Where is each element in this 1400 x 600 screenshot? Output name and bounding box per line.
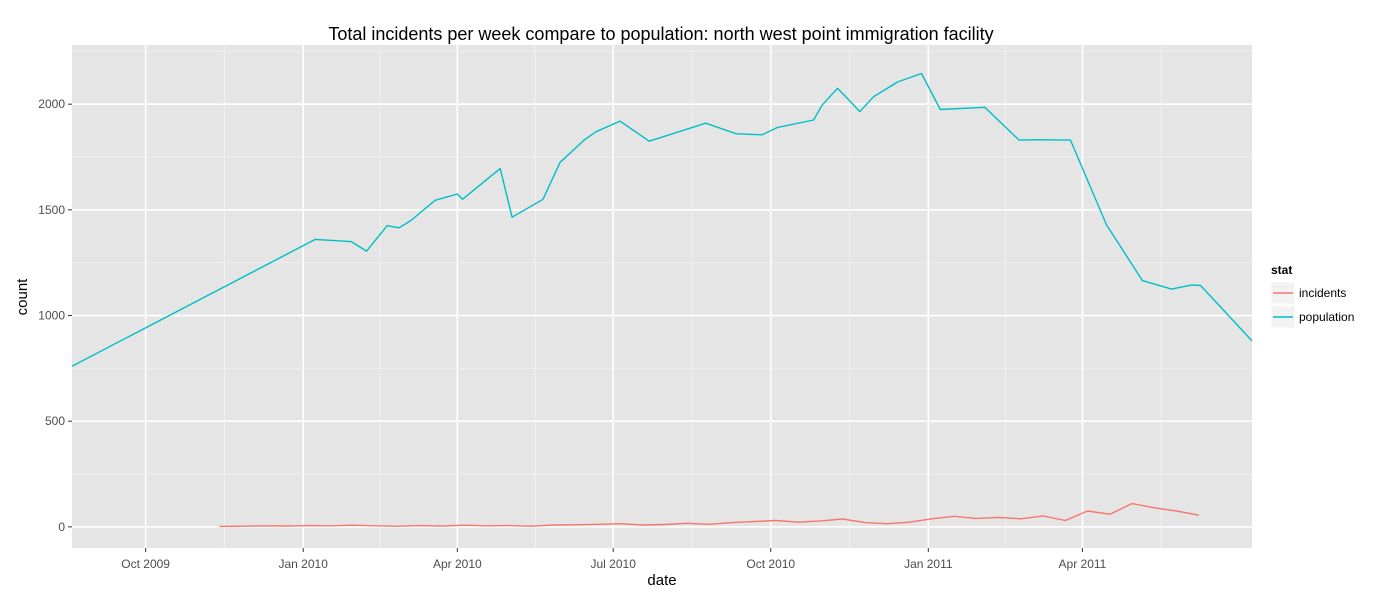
legend-items: incidents population xyxy=(1270,281,1354,329)
x-tick-label: Jul 2010 xyxy=(591,557,637,571)
series-layer xyxy=(71,72,1253,528)
x-axis-title: date xyxy=(647,572,676,589)
x-tick-label: Oct 2009 xyxy=(121,557,170,571)
y-tick-label: 500 xyxy=(45,414,65,428)
legend-label-incidents: incidents xyxy=(1299,286,1346,300)
y-tick-label: 0 xyxy=(58,520,65,534)
y-axis-title: count xyxy=(14,278,31,316)
plot-panel xyxy=(72,45,1252,548)
legend-label-population: population xyxy=(1299,310,1354,324)
y-tick-label: 1000 xyxy=(38,309,65,323)
series-line-incidents xyxy=(219,502,1200,528)
x-axis: Oct 2009 Jan 2010 Apr 2010 Jul 2010 Oct 2010… xyxy=(121,548,1107,571)
y-tick-label: 2000 xyxy=(38,97,65,111)
y-tick-label: 1500 xyxy=(38,203,65,217)
x-tick-label: Jan 2010 xyxy=(279,557,329,571)
series-line-population xyxy=(71,72,1253,367)
legend: stat incidents population xyxy=(1270,263,1354,329)
y-axis: 0 500 1000 1500 2000 xyxy=(38,97,72,534)
chart-title: Total incidents per week compare to popu… xyxy=(328,24,993,44)
minor-gridlines xyxy=(72,45,1252,548)
major-gridlines xyxy=(72,45,1252,548)
x-tick-label: Jan 2011 xyxy=(904,557,953,571)
x-tick-label: Apr 2010 xyxy=(433,557,482,571)
legend-title: stat xyxy=(1271,263,1292,277)
x-tick-label: Apr 2011 xyxy=(1059,557,1107,571)
x-tick-label: Oct 2010 xyxy=(746,557,795,571)
